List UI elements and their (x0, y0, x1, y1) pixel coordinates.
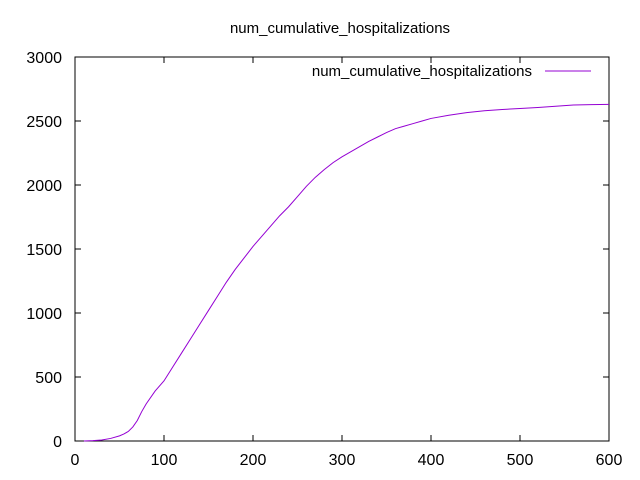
y-tick-label: 2500 (26, 114, 62, 131)
y-tick-label: 1500 (26, 242, 62, 259)
y-tick-label: 500 (35, 370, 62, 387)
y-tick-label: 1000 (26, 306, 62, 323)
legend-label: num_cumulative_hospitalizations (312, 63, 532, 80)
plot-frame (74, 56, 610, 442)
x-tick-label: 400 (418, 452, 445, 469)
axis-ticks (74, 56, 610, 442)
x-tick-label: 0 (71, 452, 80, 469)
x-tick-label: 300 (329, 452, 356, 469)
y-tick-label: 2000 (26, 178, 62, 195)
x-tick-label: 600 (596, 452, 623, 469)
x-tick-label: 200 (240, 452, 267, 469)
chart-title: num_cumulative_hospitalizations (230, 20, 450, 37)
series-line-num-cumulative-hospitalizations (83, 103, 610, 442)
legend: num_cumulative_hospitalizations (312, 63, 591, 80)
y-tick-label: 0 (53, 434, 62, 451)
x-tick-label: 100 (151, 452, 178, 469)
axis-tick-labels: 0 100 200 300 400 500 600 0 500 1000 1500 2000 2500 3… (26, 50, 622, 469)
y-tick-label: 3000 (26, 50, 62, 67)
x-tick-label: 500 (507, 452, 534, 469)
